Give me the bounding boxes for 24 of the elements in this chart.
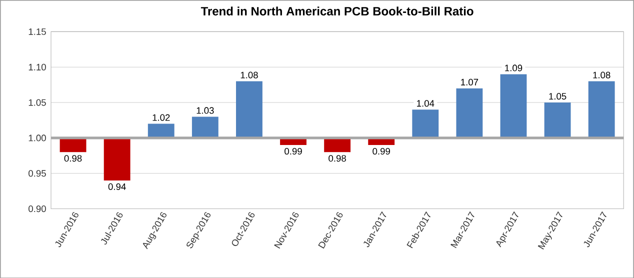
bar (456, 88, 483, 138)
data-label: 0.98 (64, 154, 82, 162)
bar (544, 102, 571, 138)
bar (412, 109, 439, 138)
data-label: 1.08 (593, 72, 610, 78)
data-label: 1.03 (196, 106, 214, 114)
y-tick-label: 1.05 (28, 99, 46, 106)
data-label: 1.05 (549, 92, 566, 100)
data-label: 1.02 (152, 114, 170, 121)
chart-title: Trend in North American PCB Book-to-Bill Ratio (200, 6, 474, 16)
data-label: 1.09 (505, 64, 522, 72)
data-label: 0.94 (108, 183, 126, 190)
y-tick-label: 1.15 (28, 28, 46, 35)
data-label: 0.98 (328, 154, 346, 162)
bar (500, 74, 527, 138)
data-label: 1.08 (240, 72, 258, 78)
data-label: 1.04 (417, 100, 434, 106)
y-tick-label: 1.00 (28, 134, 46, 142)
data-label: 0.99 (284, 148, 302, 154)
data-label: 0.99 (372, 148, 390, 154)
y-tick-label: 0.95 (28, 170, 46, 176)
y-tick-label: 0.90 (28, 205, 46, 212)
y-tick-label: 1.10 (28, 64, 46, 70)
data-label: 1.07 (461, 78, 478, 86)
